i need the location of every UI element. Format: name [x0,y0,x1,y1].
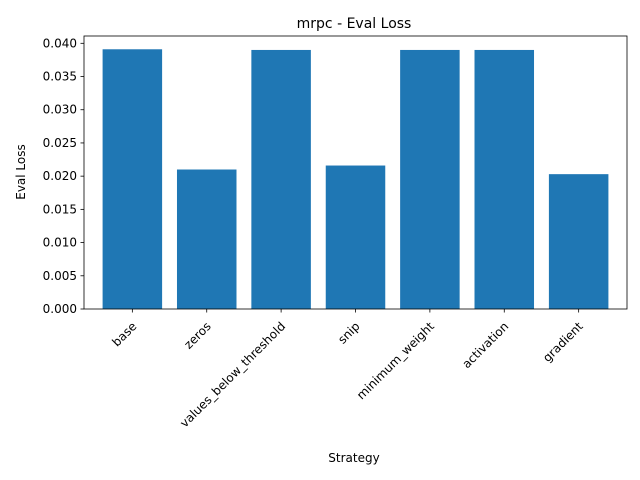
x-tick-label: minimum_weight [354,319,437,402]
y-tick-label: 0.035 [43,70,77,84]
bar-activation [474,49,535,309]
y-axis: 0.000 0.005 0.010 0.015 0.020 0.025 0.030 0.035… [43,36,84,316]
y-tick-label: 0.015 [43,202,77,216]
x-tick-label: base [109,319,139,349]
y-tick-label: 0.020 [43,169,77,183]
bar-values-below-threshold [251,49,311,309]
y-tick-label: 0.030 [43,103,77,117]
chart-title: mrpc - Eval Loss [297,16,412,32]
y-axis-label: Eval Loss [14,144,28,200]
y-tick-label: 0.000 [43,302,77,316]
x-tick-label: snip [335,319,362,346]
y-tick-label: 0.005 [43,269,77,283]
x-tick-label: activation [459,319,511,371]
plot-area [83,35,628,310]
y-tick-label: 0.010 [43,236,77,250]
x-axis-label: Strategy [328,451,379,465]
y-tick-label: 0.040 [43,36,77,50]
bar-zeros [176,169,237,309]
y-tick-label: 0.025 [43,136,77,150]
x-tick-label: zeros [181,319,213,351]
bar-gradient [548,174,609,309]
x-tick-label: gradient [540,319,586,365]
bar-snip [325,165,386,309]
bar-base [102,49,163,309]
bar-minimum-weight [400,49,460,309]
